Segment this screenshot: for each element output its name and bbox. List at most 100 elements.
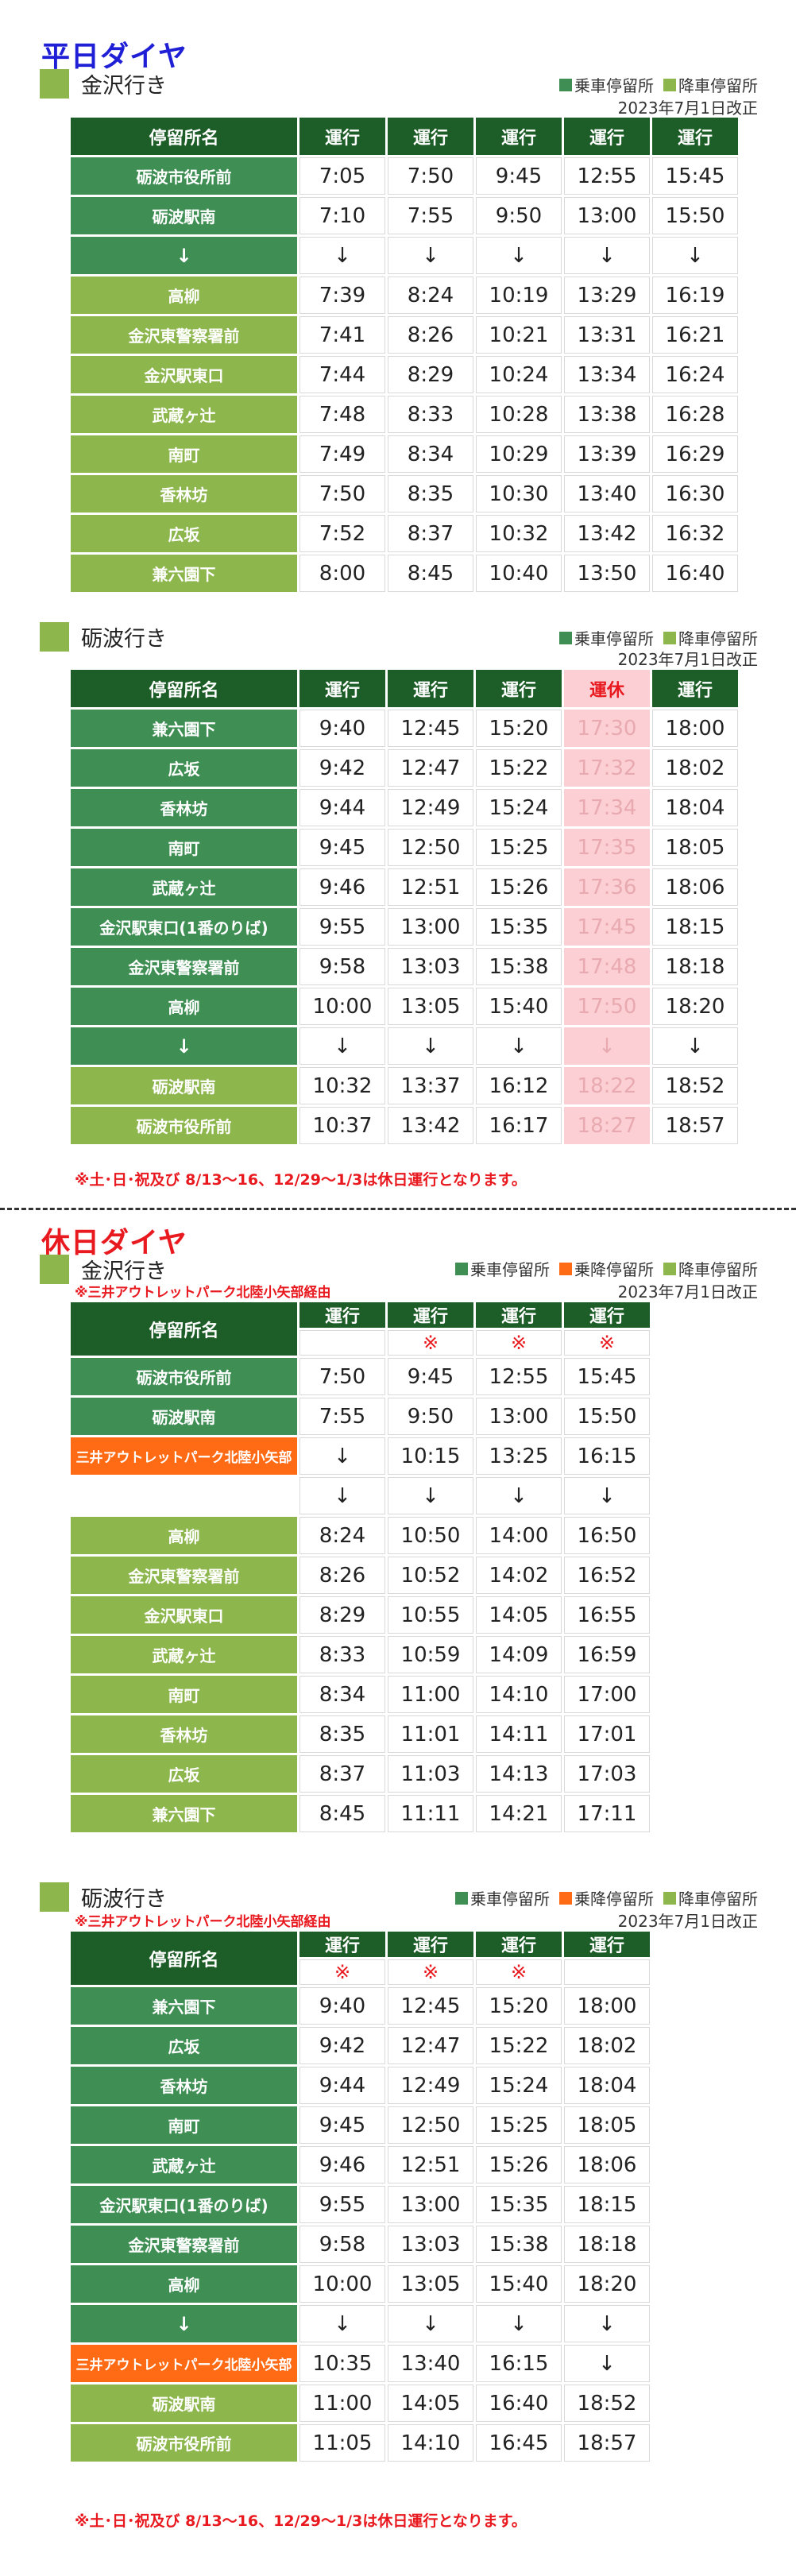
stop-name: 高柳 — [71, 2265, 297, 2303]
departure-time: 13:00 — [388, 2186, 473, 2223]
departure-time: 14:00 — [476, 1517, 562, 1554]
departure-time: 15:35 — [476, 2186, 562, 2223]
stop-name: 砺波市役所前 — [71, 2424, 297, 2462]
header-run: 運行 — [564, 118, 650, 155]
section-title-t4: 砺波行き — [40, 1882, 167, 1913]
departure-time: ↓ — [388, 237, 473, 274]
stop-name: 香林坊 — [71, 1715, 297, 1753]
departure-time: 15:50 — [564, 1398, 650, 1435]
legend-alight: 降車停留所 — [663, 1257, 758, 1280]
header-row: 停留所名 運行 運行 運行 運行 — [71, 1302, 650, 1356]
departure-time: 12:51 — [388, 868, 473, 906]
holiday-heading: 休日ダイヤ — [41, 1227, 187, 1259]
revised-date: 2023年7月1日改正 — [617, 1282, 758, 1302]
departure-time: 15:26 — [476, 868, 562, 906]
departure-time: ↓ — [388, 1027, 473, 1065]
table-row: 香林坊 8:35 11:01 14:11 17:01 — [71, 1715, 650, 1753]
departure-time: 12:45 — [388, 710, 473, 747]
departure-time: 7:55 — [299, 1398, 385, 1435]
table-row: 香林坊 9:44 12:49 15:24 18:04 — [71, 2067, 650, 2104]
departure-time: 17:03 — [564, 1755, 650, 1793]
departure-time: 12:55 — [564, 157, 650, 195]
departure-time: 16:52 — [564, 1557, 650, 1594]
departure-time: 18:27 — [564, 1107, 650, 1144]
table-row: 広坂 7:52 8:37 10:32 13:42 16:32 — [71, 515, 738, 552]
departure-time: 7:50 — [299, 1358, 385, 1395]
revised-date: 2023年7月1日改正 — [617, 1912, 758, 1931]
departure-time: 8:45 — [299, 1795, 385, 1832]
departure-time: 11:00 — [388, 1676, 473, 1713]
departure-time: 18:57 — [564, 2424, 650, 2462]
section-title-text: 金沢行き — [81, 1259, 167, 1284]
departure-time: 16:59 — [564, 1636, 650, 1673]
legend-board-label: 乗車停留所 — [574, 76, 654, 95]
header-stop: 停留所名 — [71, 670, 297, 707]
departure-time: ↓ — [388, 2305, 473, 2342]
table-row: 南町 7:49 8:34 10:29 13:39 16:29 — [71, 435, 738, 473]
table-row: 砺波駅南 10:32 13:37 16:12 18:22 18:52 — [71, 1067, 738, 1104]
departure-time: 10:32 — [476, 515, 562, 552]
departure-time: 18:05 — [564, 2106, 650, 2144]
departure-time: 9:45 — [476, 157, 562, 195]
via-mark: ※ — [388, 1959, 473, 1985]
stop-name: 三井アウトレットパーク北陸小矢部 — [71, 1437, 297, 1475]
departure-time: 15:25 — [476, 2106, 562, 2144]
table-row: 金沢東警察署前 9:58 13:03 15:38 18:18 — [71, 2226, 650, 2263]
departure-time: ↓ — [476, 1027, 562, 1065]
departure-time: 10:52 — [388, 1557, 473, 1594]
stop-name: 金沢東警察署前 — [71, 948, 297, 985]
table-row: 三井アウトレットパーク北陸小矢部 ↓ 10:15 13:25 16:15 — [71, 1437, 650, 1475]
departure-time: 8:33 — [299, 1636, 385, 1673]
table-row: 武蔵ヶ辻 8:33 10:59 14:09 16:59 — [71, 1636, 650, 1673]
header-run: 運行 — [299, 1932, 385, 1957]
stop-name: 金沢駅東口 — [71, 356, 297, 393]
departure-time: ↓ — [476, 2305, 562, 2342]
section-title-t3: 金沢行き — [40, 1254, 167, 1285]
departure-time: 9:45 — [299, 829, 385, 866]
weekday-heading: 平日ダイヤ — [41, 41, 187, 73]
stop-name: 三井アウトレットパーク北陸小矢部 — [71, 2345, 297, 2382]
table-row: 金沢駅東口(1番のりば) 9:55 13:00 15:35 17:45 18:15 — [71, 908, 738, 946]
departure-time: 15:35 — [476, 908, 562, 946]
stop-name: ↓ — [71, 2305, 297, 2342]
departure-time: 9:55 — [299, 2186, 385, 2223]
departure-time: ↓ — [476, 1477, 562, 1514]
legend-board: 乗車停留所 — [559, 73, 654, 96]
departure-time: 9:42 — [299, 749, 385, 787]
departure-time: 7:41 — [299, 316, 385, 354]
departure-time: 13:42 — [564, 515, 650, 552]
departure-time: 18:02 — [652, 749, 738, 787]
departure-time: 16:29 — [652, 435, 738, 473]
departure-time: 12:47 — [388, 749, 473, 787]
header-run: 運行 — [476, 118, 562, 155]
departure-time: 10:00 — [299, 2265, 385, 2303]
departure-time: ↓ — [564, 1027, 650, 1065]
via-mark: ※ — [299, 1959, 385, 1985]
departure-time: 8:45 — [388, 555, 473, 592]
legend: 乗車停留所 乗降停留所 降車停留所 — [446, 1257, 758, 1280]
departure-time: 15:40 — [476, 2265, 562, 2303]
legend-alight: 降車停留所 — [663, 1886, 758, 1909]
departure-time: 17:11 — [564, 1795, 650, 1832]
mark-row: ※ ※ ※ — [71, 1959, 650, 1985]
table-row: 南町 8:34 11:00 14:10 17:00 — [71, 1676, 650, 1713]
departure-time: 11:03 — [388, 1755, 473, 1793]
departure-time: 16:32 — [652, 515, 738, 552]
departure-time: 10:50 — [388, 1517, 473, 1554]
departure-time: 10:40 — [476, 555, 562, 592]
departure-time: 7:50 — [299, 475, 385, 512]
departure-time: 14:09 — [476, 1636, 562, 1673]
stop-name: 香林坊 — [71, 2067, 297, 2104]
section-title-t2: 砺波行き — [40, 621, 167, 652]
section-title-text: 金沢行き — [81, 74, 167, 99]
departure-time: 9:58 — [299, 948, 385, 985]
header-row: 停留所名 運行 運行 運行 運行 運行 — [71, 118, 738, 155]
table-row: 金沢東警察署前 8:26 10:52 14:02 16:52 — [71, 1557, 650, 1594]
departure-time: 9:45 — [299, 2106, 385, 2144]
departure-time: ↓ — [652, 1027, 738, 1065]
departure-time: 13:42 — [388, 1107, 473, 1144]
departure-time: 18:22 — [564, 1067, 650, 1104]
timetable-holiday-kanazawa: 停留所名 運行 運行 運行 運行 ※ ※ ※ 砺波市役所前 7:50 9:45 12:55 15:45 砺… — [68, 1300, 652, 1835]
departure-time: 17:30 — [564, 710, 650, 747]
departure-time: 18:00 — [564, 1987, 650, 2025]
